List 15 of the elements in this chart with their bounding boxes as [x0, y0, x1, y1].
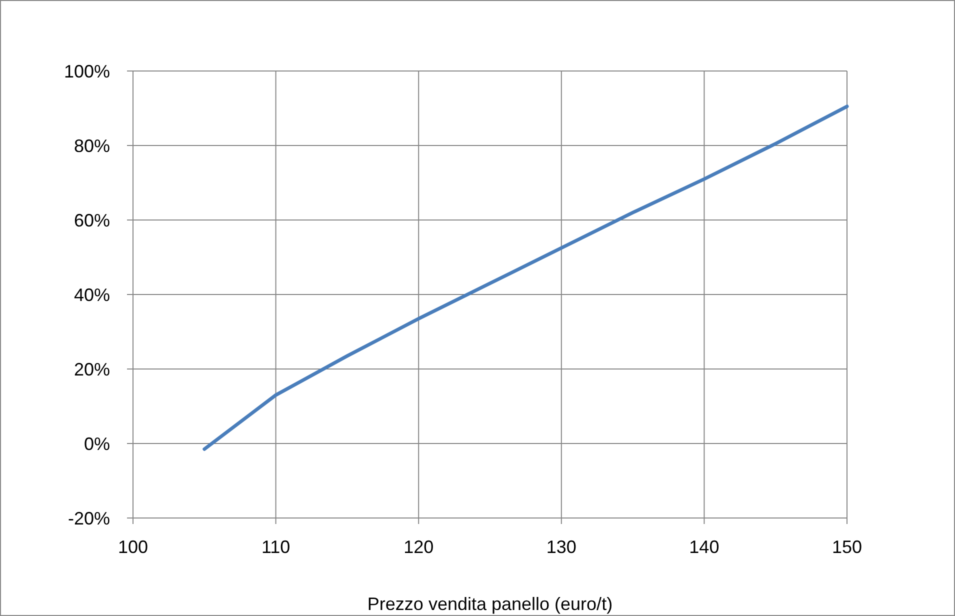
y-tick-label: -20% [68, 508, 110, 528]
x-tick-label: 150 [832, 537, 862, 557]
x-tick-label: 120 [404, 537, 434, 557]
line-series [202, 104, 849, 451]
x-axis-title: Prezzo vendita panello (euro/t) [367, 594, 613, 614]
x-tick-label: 110 [261, 537, 290, 557]
y-tick-label: 20% [74, 359, 110, 380]
y-tick-label: 40% [74, 284, 110, 305]
y-tick-label: 80% [74, 136, 110, 156]
x-tick-label: 130 [546, 537, 576, 557]
x-tick-label: 100 [118, 537, 148, 557]
x-tick-label: 140 [689, 537, 720, 557]
y-tick-label: 60% [74, 210, 110, 230]
y-tick-label: 0% [84, 434, 110, 454]
y-tick-label: 100% [64, 61, 110, 82]
